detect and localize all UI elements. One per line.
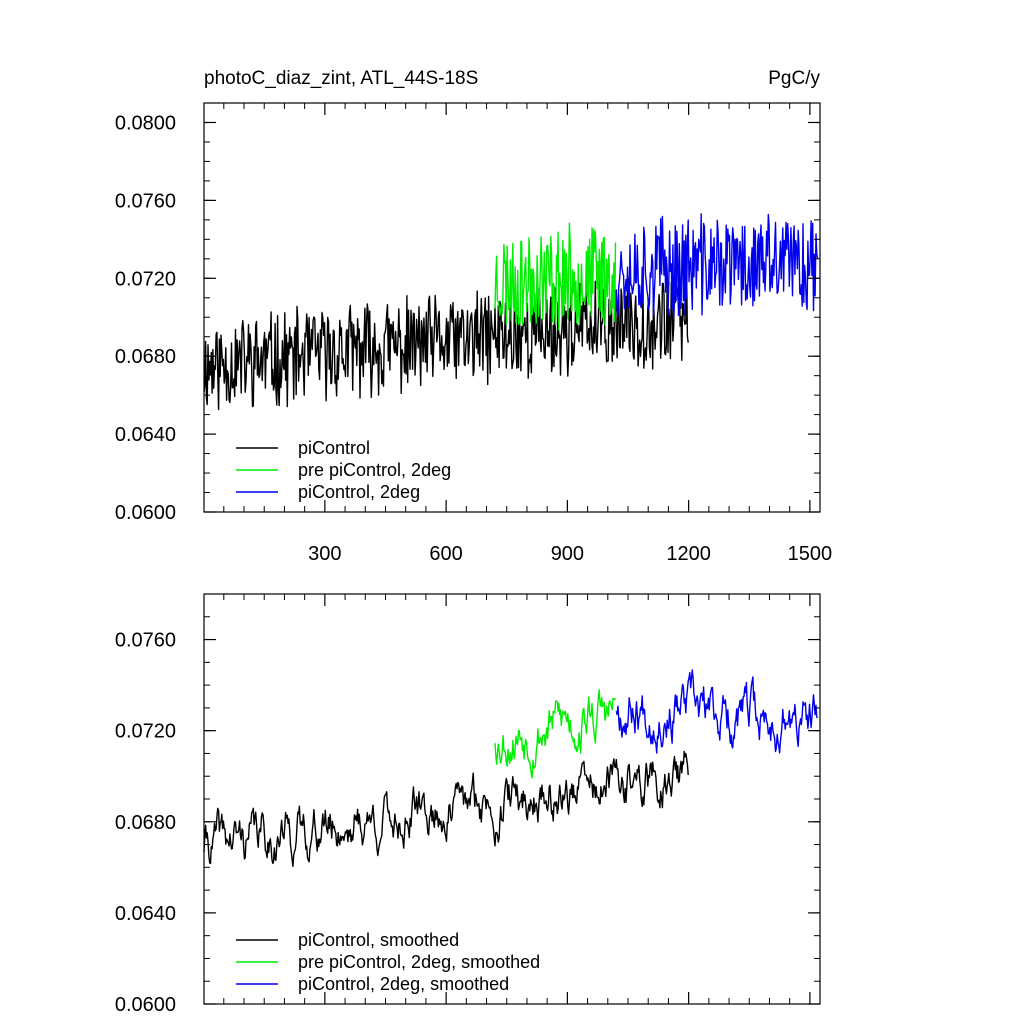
chart-title-left: photoC_diaz_zint, ATL_44S-18S (204, 68, 478, 89)
y-tick-label-0-1: 0.0640 (115, 424, 176, 446)
legend-label-1-2: piControl, 2deg, smoothed (298, 974, 509, 994)
series-line-0-0 (203, 268, 689, 411)
series-line-0-1 (494, 222, 617, 331)
plot-frame-1 (203, 593, 821, 1005)
y-tick-label-1-0: 0.0600 (115, 994, 176, 1016)
series-line-0-2 (615, 213, 819, 319)
legend-label-0-2: piControl, 2deg (298, 482, 420, 502)
x-tick-label-0-3: 1200 (666, 543, 711, 565)
series-line-1-2 (615, 669, 819, 754)
x-tick-label-0-0: 300 (308, 543, 341, 565)
top-panel: 0.0600 0.0640 0.0680 0.0720 0.0760 0.0800 300 6… (115, 102, 833, 565)
y-tick-label-0-4: 0.0760 (115, 190, 176, 212)
y-tick-label-0-3: 0.0720 (115, 268, 176, 290)
legend-label-1-0: piControl, smoothed (298, 930, 459, 950)
x-tick-label-0-1: 600 (429, 543, 462, 565)
y-tick-label-0-0: 0.0600 (115, 502, 176, 524)
series-line-1-0 (203, 750, 689, 867)
legend-label-1-1: pre piControl, 2deg, smoothed (298, 952, 540, 972)
bottom-panel: 0.0600 0.0640 0.0680 0.0720 0.0760 piControl,… (115, 593, 821, 1016)
y-tick-label-0-5: 0.0800 (115, 112, 176, 134)
x-tick-label-0-2: 900 (551, 543, 584, 565)
legend-label-0-0: piControl (298, 438, 370, 458)
y-tick-label-1-2: 0.0680 (115, 812, 176, 834)
chart-title-right: PgC/y (768, 68, 820, 89)
y-tick-label-1-4: 0.0760 (115, 630, 176, 652)
y-tick-label-1-1: 0.0640 (115, 903, 176, 925)
series-line-1-1 (494, 689, 617, 779)
y-tick-label-0-2: 0.0680 (115, 346, 176, 368)
plot-frame-0 (203, 102, 821, 513)
legend-label-0-1: pre piControl, 2deg (298, 460, 451, 480)
y-tick-label-1-3: 0.0720 (115, 721, 176, 743)
x-tick-label-0-4: 1500 (788, 543, 833, 565)
